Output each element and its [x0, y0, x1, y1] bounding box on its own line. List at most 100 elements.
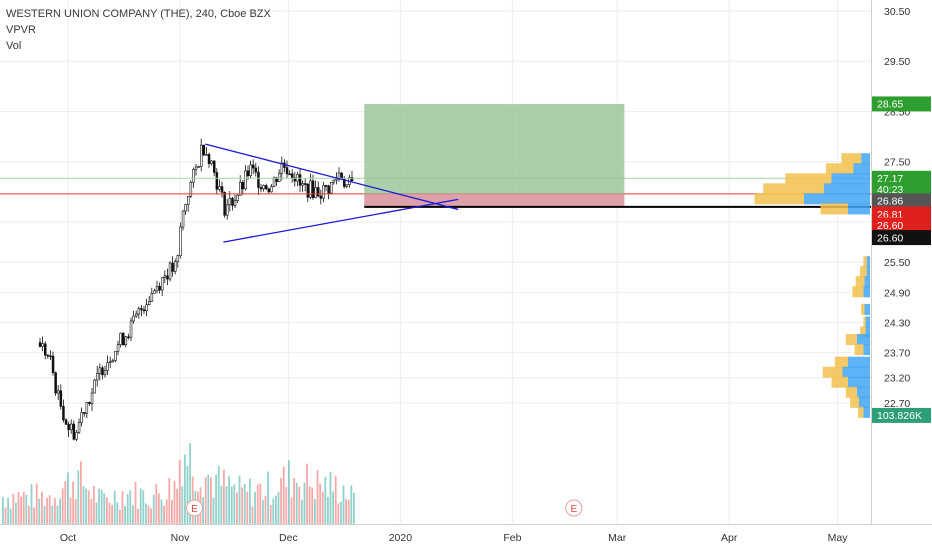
price-tick-label: 23.70 — [884, 348, 910, 360]
candle-body — [127, 336, 130, 339]
vpvr-bar-down — [857, 406, 864, 418]
candle-body — [319, 195, 323, 199]
candle-body — [173, 261, 177, 272]
candle-body — [264, 185, 268, 190]
triangle-lower-line[interactable] — [223, 198, 459, 243]
volume-bar — [264, 495, 267, 524]
volume-bar — [77, 470, 80, 524]
candle-body — [249, 164, 252, 177]
volume-bar — [282, 466, 285, 524]
volume-bar — [158, 493, 160, 524]
candle-body — [194, 166, 198, 170]
volume-bar — [147, 505, 150, 524]
volume-bar — [155, 484, 158, 524]
vpvr-bar-down — [826, 163, 854, 175]
volume-bar — [124, 506, 126, 524]
candle-body — [207, 154, 211, 164]
volume-bar — [150, 508, 152, 524]
volume-bar — [254, 491, 256, 524]
volume-bar — [168, 477, 171, 524]
time-tick-label: Oct — [60, 532, 76, 544]
vpvr-bar-up — [864, 276, 870, 288]
candle-body — [288, 173, 291, 176]
volume-bar — [74, 499, 77, 524]
candle-body — [298, 174, 302, 186]
volume-bar — [116, 502, 119, 524]
volume-bar — [51, 505, 54, 524]
vpvr-bar-up — [861, 153, 870, 165]
candle-body — [215, 172, 219, 190]
vpvr-bar-down — [763, 183, 824, 195]
volume-bar — [225, 486, 228, 524]
volume-bar — [43, 505, 46, 524]
volume-bar — [9, 508, 12, 524]
volume-bar — [134, 481, 137, 524]
volume-bar — [202, 497, 204, 524]
time-tick-label: Feb — [503, 532, 521, 544]
candle-body — [238, 182, 242, 196]
price-axis[interactable] — [871, 0, 932, 550]
volume-bar — [272, 498, 275, 524]
vpvr-bar-up — [866, 256, 870, 268]
vpvr-bar-down — [863, 256, 867, 268]
price-tick-label: 23.20 — [884, 373, 910, 385]
candle-body — [163, 275, 167, 278]
indicator-vpvr-label[interactable]: VPVR — [6, 24, 36, 36]
volume-bar — [28, 505, 30, 524]
candle-body — [64, 419, 68, 425]
volume-bar — [327, 496, 329, 524]
volume-bar — [95, 502, 98, 524]
time-axis[interactable] — [0, 524, 932, 550]
volume-bar — [2, 496, 4, 524]
volume-bar — [189, 443, 191, 524]
candle-body — [181, 210, 185, 228]
volume-bar — [20, 496, 22, 524]
volume-bar — [7, 498, 9, 524]
volume-bar — [46, 498, 48, 524]
candle-body — [168, 262, 172, 280]
candle-body — [51, 355, 55, 374]
candle-body — [166, 275, 169, 280]
price-tag-label: 28.65 — [877, 99, 903, 111]
candle-body — [251, 164, 255, 169]
volume-bar — [59, 498, 61, 524]
time-tick-label: Mar — [608, 532, 627, 544]
volume-bar — [269, 504, 272, 524]
long-position-stop-zone[interactable] — [364, 193, 625, 207]
indicator-vol-label[interactable]: Vol — [6, 40, 22, 52]
vpvr-bar-down — [852, 286, 864, 298]
price-tag — [872, 407, 931, 423]
candle-body — [262, 185, 265, 190]
volume-bar — [262, 500, 264, 524]
candle-body — [95, 373, 99, 381]
long-position-profit-zone[interactable] — [364, 103, 625, 194]
candle-body — [228, 198, 232, 206]
volume-bar — [12, 493, 15, 524]
volume-bar — [280, 478, 282, 524]
price-tag — [872, 181, 931, 197]
candle-body — [259, 187, 263, 190]
vpvr-bar-down — [860, 326, 866, 338]
candle-body — [329, 182, 333, 194]
vpvr-bar-up — [842, 366, 870, 378]
candle-body — [179, 226, 182, 257]
earnings-marker[interactable] — [565, 499, 583, 517]
time-tick-label: May — [828, 532, 849, 544]
volume-bar — [334, 476, 337, 524]
volume-bar — [337, 503, 340, 524]
volume-bar — [319, 483, 321, 524]
volume-bar — [342, 485, 345, 524]
volume-bar — [139, 488, 142, 524]
triangle-upper-line[interactable] — [205, 143, 459, 211]
volume-bar — [22, 491, 25, 524]
earnings-marker[interactable] — [185, 499, 203, 517]
volume-bar — [353, 492, 355, 524]
volume-bar — [215, 474, 217, 524]
price-tag — [872, 217, 931, 233]
price-tick-label: 24.90 — [884, 287, 910, 299]
candle-body — [335, 178, 338, 181]
volume-bar — [329, 471, 332, 524]
volume-bar — [230, 486, 233, 524]
